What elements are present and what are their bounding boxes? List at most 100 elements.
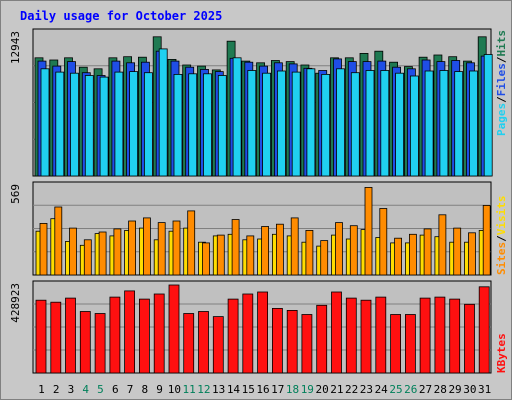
bar-kbytes-day-31 [478,286,490,374]
day-label-15: 15 [242,383,255,396]
bar-sites-day-31 [482,204,491,276]
y-max-label: 12943 [9,31,22,64]
day-label-28: 28 [434,383,447,396]
day-label-18: 18 [286,383,299,396]
day-label-23: 23 [360,383,373,396]
bar-kbytes-day-6 [109,296,121,374]
bar-pages-day-15 [247,70,257,177]
day-label-26: 26 [404,383,417,396]
day-label-6: 6 [112,383,119,396]
legend-sep: / [495,235,508,242]
day-label-1: 1 [38,383,45,396]
legend-sites: Sites [495,242,508,275]
bar-kbytes-day-29 [449,298,461,374]
bar-sites-day-24 [379,208,388,276]
bar-kbytes-day-16 [257,291,269,374]
bar-sites-day-30 [468,232,476,276]
bar-kbytes-day-5 [94,313,106,374]
legend-files: Files [495,63,508,96]
legend-kbytes: KBytes [495,333,508,373]
day-label-11: 11 [183,383,196,396]
bar-sites-day-10 [172,220,181,276]
bar-sites-day-17 [275,223,284,276]
bar-kbytes-day-27 [419,297,431,374]
day-label-30: 30 [463,383,476,396]
day-label-14: 14 [227,383,241,396]
bar-sites-day-15 [246,235,255,276]
bar-kbytes-day-11 [183,313,195,374]
day-label-12: 12 [197,383,210,396]
day-label-4: 4 [82,383,89,396]
bar-pages-day-11 [188,73,198,177]
bar-kbytes-day-20 [316,304,328,374]
day-label-19: 19 [301,383,314,396]
bar-sites-day-9 [157,222,166,276]
bar-sites-day-14 [231,219,240,276]
bar-kbytes-day-10 [168,284,180,374]
y-max-label: 428923 [9,283,22,323]
bar-sites-day-4 [83,239,92,276]
bar-kbytes-day-8 [138,298,150,374]
bar-sites-day-25 [394,237,403,276]
day-label-27: 27 [419,383,432,396]
day-label-20: 20 [315,383,328,396]
legend-sep: / [495,96,508,103]
day-label-31: 31 [478,383,491,396]
bar-pages-day-28 [439,70,449,177]
legend-sites-visits: Sites/Visits [495,196,508,276]
bar-kbytes-day-17 [271,307,283,374]
bar-kbytes-day-4 [79,311,91,374]
bar-pages-day-27 [424,70,434,177]
day-label-5: 5 [97,383,104,396]
bar-kbytes-day-14 [227,298,239,374]
bar-sites-day-3 [69,227,77,276]
bar-sites-day-28 [438,214,447,276]
bar-sites-day-29 [453,227,462,276]
bar-sites-day-5 [98,231,107,276]
legend-pages: Pages [495,103,508,136]
bar-pages-day-8 [143,72,153,177]
bar-kbytes-day-2 [50,301,62,374]
day-label-21: 21 [330,383,343,396]
bar-pages-day-3 [70,72,79,177]
legend-kbytes-label: KBytes [495,333,508,373]
day-label-13: 13 [212,383,225,396]
day-label-2: 2 [53,383,60,396]
chart-title: Daily usage for October 2025 [20,9,223,23]
bar-pages-day-6 [114,71,124,177]
bar-sites-day-2 [54,206,63,276]
day-label-9: 9 [156,383,163,396]
day-label-25: 25 [389,383,402,396]
bar-kbytes-day-19 [301,314,313,374]
legend-hits-files-pages: Pages/Files/Hits [495,30,508,136]
bar-kbytes-day-25 [390,314,402,374]
bar-pages-day-18 [291,71,301,177]
bar-pages-day-19 [306,68,316,177]
day-label-8: 8 [141,383,148,396]
day-label-29: 29 [448,383,461,396]
bar-sites-day-27 [423,228,432,276]
bar-sites-day-6 [113,228,122,276]
bar-sites-day-19 [305,229,314,276]
day-label-16: 16 [256,383,269,396]
day-label-22: 22 [345,383,358,396]
day-label-10: 10 [168,383,181,396]
bar-sites-day-20 [320,240,329,276]
day-label-17: 17 [271,383,284,396]
bar-pages-day-5 [99,76,109,177]
bar-pages-day-7 [129,71,139,177]
bar-pages-day-23 [365,70,375,177]
bar-pages-day-25 [395,72,405,177]
bar-sites-day-7 [128,220,136,276]
bar-pages-day-16 [262,72,272,177]
bar-pages-day-30 [469,70,478,177]
bar-pages-day-22 [350,72,360,177]
bar-pages-day-14 [232,57,242,177]
bar-kbytes-day-3 [65,297,76,374]
bar-sites-day-13 [216,234,225,276]
bar-kbytes-day-12 [198,311,209,374]
bar-kbytes-day-21 [331,291,342,374]
bar-sites-day-23 [364,186,373,276]
